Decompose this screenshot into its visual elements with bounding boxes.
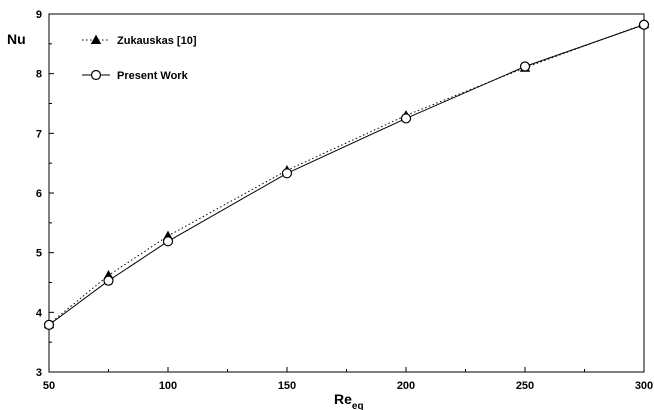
ticks: 3 4 5 6 7 8 9 50 100 150 200 250 300 — [36, 9, 653, 392]
y-tick-label: 5 — [36, 248, 42, 260]
series-2-point — [43, 319, 55, 330]
legend: Zukauskas [10] Present Work — [82, 34, 197, 82]
series-2 — [43, 19, 650, 330]
x-axis-title-subscript: eq — [352, 401, 364, 410]
x-tick-label: 50 — [43, 380, 55, 392]
series-2-point — [103, 275, 114, 286]
plot-frame — [48, 13, 645, 373]
series-2-point — [162, 236, 174, 247]
series-1 — [43, 18, 650, 329]
x-axis-title: Reeq — [334, 391, 364, 410]
legend-marker — [90, 69, 102, 81]
legend-label: Zukauskas [10] — [117, 35, 197, 47]
x-tick-label: 150 — [278, 380, 296, 392]
series-2-point — [638, 19, 650, 30]
y-tick-label: 4 — [36, 307, 43, 319]
x-axis-title-main: Re — [334, 391, 352, 407]
x-tick-label: 250 — [516, 380, 534, 392]
y-tick-label: 8 — [36, 69, 42, 81]
y-tick-label: 7 — [36, 128, 42, 140]
series-2-point — [400, 113, 412, 124]
x-tick-label: 200 — [397, 380, 415, 392]
y-tick-label: 3 — [36, 367, 42, 379]
axes — [48, 13, 645, 373]
y-tick-label: 6 — [36, 188, 42, 200]
legend-label: Present Work — [117, 70, 189, 82]
series — [43, 18, 650, 330]
x-tick-label: 100 — [159, 380, 177, 392]
y-axis-title: Nu — [7, 31, 26, 47]
series-2-point — [519, 61, 531, 72]
x-tick-label: 300 — [635, 380, 653, 392]
y-tick-label: 9 — [36, 9, 42, 21]
legend-marker — [90, 34, 102, 44]
series-2-point — [281, 168, 293, 179]
